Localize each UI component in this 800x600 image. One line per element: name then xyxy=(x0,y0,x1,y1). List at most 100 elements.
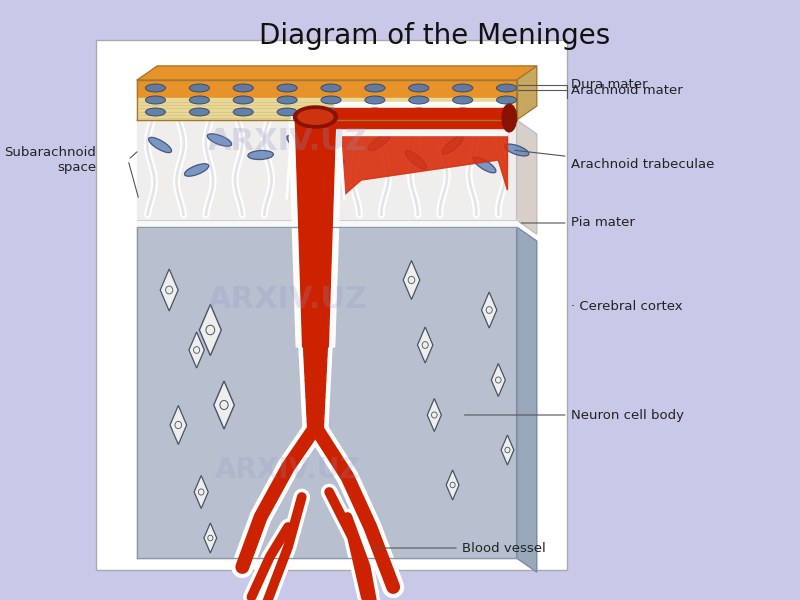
Polygon shape xyxy=(517,227,537,572)
Polygon shape xyxy=(334,108,507,128)
Ellipse shape xyxy=(409,84,429,92)
Polygon shape xyxy=(334,102,507,135)
Polygon shape xyxy=(295,120,335,132)
Polygon shape xyxy=(299,239,332,251)
Polygon shape xyxy=(299,227,332,239)
Polygon shape xyxy=(299,251,331,263)
Text: Subarachnoid
space: Subarachnoid space xyxy=(4,146,96,174)
Polygon shape xyxy=(306,380,326,388)
Ellipse shape xyxy=(277,108,297,116)
Polygon shape xyxy=(170,406,186,445)
Polygon shape xyxy=(307,421,324,430)
Ellipse shape xyxy=(368,134,390,151)
Polygon shape xyxy=(303,430,328,438)
Polygon shape xyxy=(299,355,331,364)
Ellipse shape xyxy=(190,108,210,116)
Polygon shape xyxy=(294,275,337,287)
Ellipse shape xyxy=(474,157,496,173)
Polygon shape xyxy=(297,156,334,168)
Text: Blood vessel: Blood vessel xyxy=(373,541,546,554)
Ellipse shape xyxy=(409,108,429,116)
Ellipse shape xyxy=(365,96,385,104)
Ellipse shape xyxy=(277,96,297,104)
Polygon shape xyxy=(292,215,339,227)
Ellipse shape xyxy=(190,84,210,92)
Polygon shape xyxy=(306,397,325,405)
Polygon shape xyxy=(332,110,507,200)
Ellipse shape xyxy=(287,136,307,154)
Polygon shape xyxy=(296,335,335,347)
Ellipse shape xyxy=(233,84,254,92)
Polygon shape xyxy=(304,355,327,364)
Ellipse shape xyxy=(146,84,166,92)
Polygon shape xyxy=(296,132,335,144)
Polygon shape xyxy=(332,110,507,200)
Polygon shape xyxy=(446,470,459,500)
Ellipse shape xyxy=(453,96,473,104)
Polygon shape xyxy=(427,398,442,431)
Polygon shape xyxy=(290,156,341,168)
Ellipse shape xyxy=(365,84,385,92)
Polygon shape xyxy=(301,299,330,311)
Ellipse shape xyxy=(497,84,517,92)
Polygon shape xyxy=(298,215,333,227)
Polygon shape xyxy=(301,380,330,388)
Polygon shape xyxy=(296,144,335,156)
Polygon shape xyxy=(302,311,330,323)
Ellipse shape xyxy=(146,96,166,104)
Polygon shape xyxy=(291,180,340,191)
Polygon shape xyxy=(294,287,337,299)
Polygon shape xyxy=(293,239,338,251)
Text: Arachnoid trabeculae: Arachnoid trabeculae xyxy=(514,151,714,172)
Polygon shape xyxy=(302,397,330,405)
Ellipse shape xyxy=(233,108,254,116)
Text: ARXIV.UZ: ARXIV.UZ xyxy=(208,286,368,314)
Polygon shape xyxy=(306,388,326,397)
Polygon shape xyxy=(295,323,335,335)
Polygon shape xyxy=(290,168,341,180)
Ellipse shape xyxy=(294,106,338,128)
Polygon shape xyxy=(482,292,497,328)
Text: Pia mater: Pia mater xyxy=(521,217,634,229)
Ellipse shape xyxy=(277,84,297,92)
Text: ARXIV.UZ: ARXIV.UZ xyxy=(208,127,368,157)
Polygon shape xyxy=(491,364,506,397)
Polygon shape xyxy=(300,364,331,372)
Text: ARXIV.UZ: ARXIV.UZ xyxy=(215,456,361,484)
Polygon shape xyxy=(298,180,334,191)
Ellipse shape xyxy=(321,96,341,104)
Polygon shape xyxy=(299,347,332,355)
Polygon shape xyxy=(292,203,339,215)
Ellipse shape xyxy=(409,96,429,104)
Polygon shape xyxy=(204,523,217,553)
Ellipse shape xyxy=(453,84,473,92)
FancyBboxPatch shape xyxy=(96,40,567,570)
Polygon shape xyxy=(325,210,332,327)
Ellipse shape xyxy=(207,134,232,146)
Polygon shape xyxy=(289,120,342,132)
Polygon shape xyxy=(302,335,329,347)
Polygon shape xyxy=(293,251,338,263)
Ellipse shape xyxy=(190,96,210,104)
Polygon shape xyxy=(294,263,338,275)
Polygon shape xyxy=(137,98,517,120)
Ellipse shape xyxy=(442,136,463,154)
Polygon shape xyxy=(298,191,334,203)
Polygon shape xyxy=(137,80,517,98)
Polygon shape xyxy=(291,191,340,203)
Polygon shape xyxy=(303,347,327,355)
Ellipse shape xyxy=(323,160,345,176)
Polygon shape xyxy=(302,323,329,335)
Polygon shape xyxy=(297,168,334,180)
Ellipse shape xyxy=(497,96,517,104)
Text: · Cerebral cortex: · Cerebral cortex xyxy=(521,301,682,313)
Polygon shape xyxy=(305,372,326,380)
Polygon shape xyxy=(300,372,330,380)
Polygon shape xyxy=(160,269,178,311)
Polygon shape xyxy=(302,413,329,421)
Polygon shape xyxy=(301,388,330,397)
Polygon shape xyxy=(137,120,517,220)
Polygon shape xyxy=(501,435,514,465)
Ellipse shape xyxy=(233,96,254,104)
Polygon shape xyxy=(137,220,517,227)
